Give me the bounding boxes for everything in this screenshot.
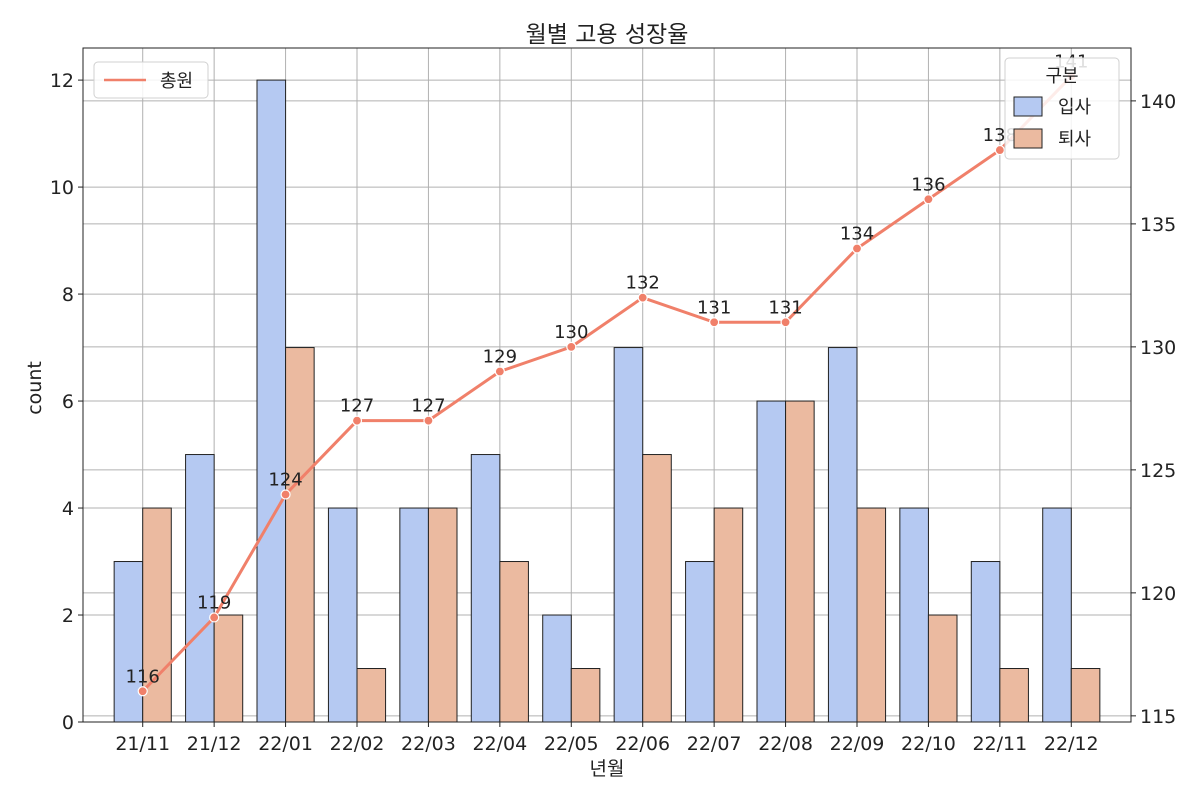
line-point [780,317,791,328]
bar [570,668,601,723]
y-tick-label: 12 [50,70,74,92]
line-point [137,686,148,697]
line-data-label: 130 [554,322,588,343]
y-tick-label: 8 [62,284,74,306]
bar [256,79,287,723]
line-data-label: 132 [626,273,660,294]
line-point [566,341,577,352]
x-tick-label: 22/08 [758,733,813,755]
x-tick-label: 22/04 [472,733,527,755]
bar-legend-swatch-leave [1013,128,1043,149]
y2-tick-label: 120 [1140,583,1176,605]
bars [113,79,1101,723]
bar [999,668,1029,723]
bar [113,561,144,723]
x-tick-label: 22/09 [830,733,885,755]
bar [827,347,858,723]
bar [285,347,315,723]
x-tick-label: 21/11 [115,733,170,755]
line-data-label: 129 [483,346,517,367]
bar [327,507,358,723]
line-data-label: 124 [268,469,302,490]
plot-frame [82,47,1132,723]
x-tick-label: 22/07 [687,733,742,755]
line-point [494,366,505,377]
axes: 0 2 4 6 8 10 12 115 120 125 130 135 140 21/11 21/12 22/… [50,47,1176,755]
bar-legend-label-leave: 퇴사 [1058,129,1092,150]
line-point [209,612,220,623]
bar [427,507,458,723]
bar [713,507,744,723]
y2-tick-label: 125 [1140,460,1176,482]
line-data-label: 131 [768,297,802,318]
line-legend: 총원 [93,61,209,99]
bar [499,561,529,723]
y2-tick-label: 140 [1140,91,1176,113]
chart-title: 월별 고용 성장율 [526,22,689,48]
x-tick-label: 22/06 [615,733,670,755]
bar [613,347,644,723]
total-line-path [141,75,1073,693]
line-data-label: 127 [411,396,445,417]
y-tick-label: 10 [50,177,74,199]
bar-legend-label-hire: 입사 [1058,97,1092,118]
bar-legend-swatch-hire [1013,96,1043,117]
y2-tick-label: 130 [1140,337,1176,359]
x-tick-label: 22/05 [544,733,599,755]
x-tick-label: 22/11 [972,733,1027,755]
bar [899,507,929,723]
bar [785,400,815,723]
line-legend-box [93,61,209,99]
bar [470,454,501,723]
line-legend-label: 총원 [160,71,193,92]
y-axis-label: count [24,361,46,415]
bar [399,507,429,723]
line-point [994,144,1005,156]
bar-legend-title: 구분 [1045,66,1078,87]
bar [685,561,715,723]
x-tick-label: 22/01 [258,733,313,755]
bar [927,614,958,723]
bar [756,400,787,723]
line-data-label: 134 [840,223,874,244]
bar [356,668,387,723]
bar [1042,507,1072,723]
x-tick-label: 22/12 [1044,733,1099,755]
bar [213,614,244,723]
line-point [709,317,720,328]
line-point [637,292,648,303]
line-data-label: 119 [197,592,231,613]
y2-tick-label: 115 [1140,706,1176,728]
y-tick-label: 6 [62,391,74,413]
x-tick-label: 22/03 [401,733,456,755]
x-tick-label: 22/02 [330,733,385,755]
line-point [423,415,434,426]
x-axis-label: 년월 [590,758,625,780]
y-tick-label: 4 [62,498,74,520]
x-tick-label: 22/10 [901,733,956,755]
bar [1070,668,1101,723]
bar [642,454,672,723]
bar [542,614,572,723]
x-tick-label: 21/12 [187,733,242,755]
line-data-label: 127 [340,396,374,417]
line-point [351,415,363,426]
line-data-label: 131 [697,297,731,318]
line-data-label: 116 [126,666,160,687]
bar [185,454,215,723]
y-tick-label: 0 [62,712,74,734]
line-data-label: 136 [911,174,945,195]
bar-legend: 구분 입사 퇴사 [1004,57,1120,160]
bar [856,507,887,723]
y-tick-label: 2 [62,605,74,627]
y2-tick-label: 135 [1140,214,1176,236]
line-point [851,243,863,254]
line-point [923,194,934,205]
bar [970,561,1001,723]
line-point [280,489,291,500]
